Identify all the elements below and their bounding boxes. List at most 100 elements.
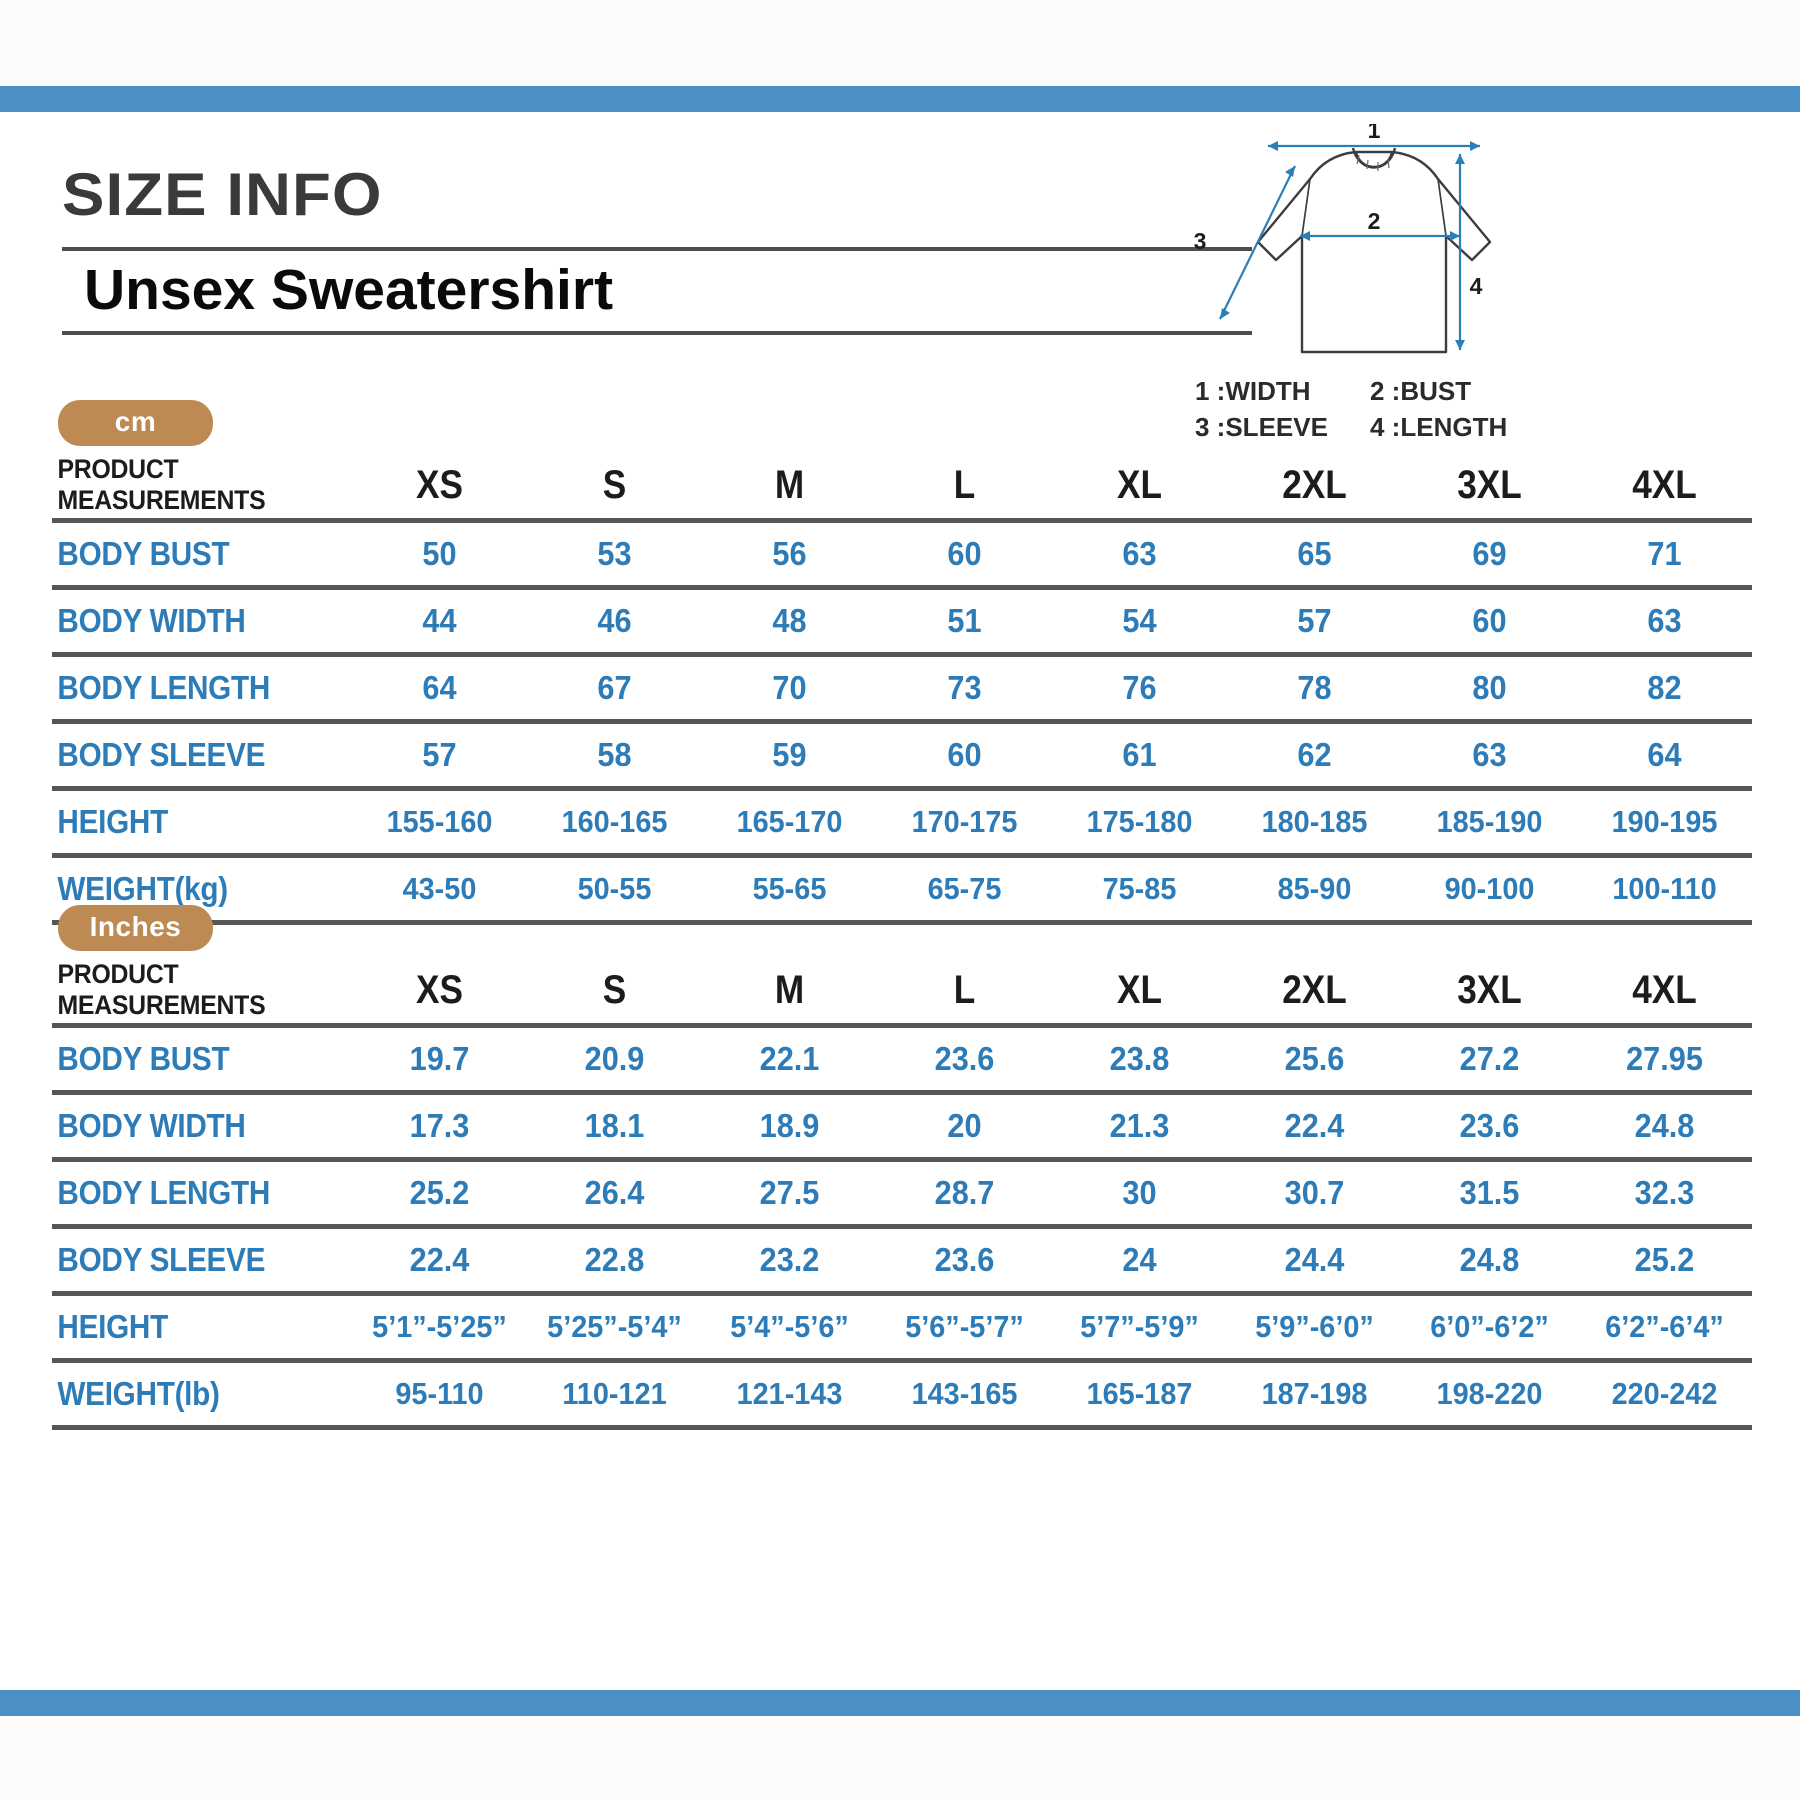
- diagram-legend: 1 :WIDTH 2 :BUST 3 :SLEEVE 4 :LENGTH: [1195, 374, 1615, 446]
- row-label-body-width: BODY WIDTH: [52, 587, 322, 657]
- cell-sleeve-2xl: 62: [1233, 721, 1396, 791]
- cell-width-s: 46: [533, 587, 696, 657]
- cell-width-2xl: 57: [1233, 587, 1396, 657]
- legend-width: 1 :WIDTH: [1195, 376, 1311, 406]
- cell-height-l: 170-175: [883, 788, 1046, 858]
- cell-sleeve-4xl: 64: [1583, 721, 1746, 791]
- cell-width-xl-in: 21.3: [1058, 1092, 1221, 1162]
- column-header-3xl-in: 3XL: [1412, 957, 1567, 1028]
- column-header-l-in: L: [887, 957, 1042, 1028]
- cell-bust-xs: 50: [358, 520, 521, 590]
- cell-sleeve-xs: 57: [358, 721, 521, 791]
- cell-length-2xl: 78: [1233, 654, 1396, 724]
- size-table-inches: PRODUCT MEASUREMENTS XS S M L XL 2XL 3XL…: [52, 957, 1752, 1430]
- cell-weight-2xl: 85-90: [1233, 855, 1396, 925]
- cell-height-2xl-in: 5’9”-6’0”: [1233, 1293, 1396, 1363]
- cell-width-4xl: 63: [1583, 587, 1746, 657]
- cell-bust-3xl-in: 27.2: [1408, 1025, 1571, 1095]
- cell-length-l-in: 28.7: [883, 1159, 1046, 1229]
- cell-sleeve-s: 58: [533, 721, 696, 791]
- cell-width-xl: 54: [1058, 587, 1221, 657]
- row-label-weight-lb: WEIGHT(lb): [52, 1360, 322, 1430]
- cell-height-2xl: 180-185: [1233, 788, 1396, 858]
- column-header-measurements-in: PRODUCT MEASUREMENTS: [52, 957, 328, 1028]
- cell-weight-m: 55-65: [708, 855, 871, 925]
- chart-canvas: SIZE INFO Unsex Sweatershirt: [0, 112, 1800, 1690]
- cell-length-xl: 76: [1058, 654, 1221, 724]
- row-label-body-length: BODY LENGTH: [52, 654, 322, 724]
- cell-height-4xl: 190-195: [1583, 788, 1746, 858]
- cell-length-l: 73: [883, 654, 1046, 724]
- column-header-l: L: [887, 452, 1042, 523]
- table-header-row: PRODUCT MEASUREMENTS XS S M L XL 2XL 3XL…: [52, 957, 1752, 1028]
- cell-width-3xl-in: 23.6: [1408, 1092, 1571, 1162]
- cell-bust-4xl: 71: [1583, 520, 1746, 590]
- cell-width-l: 51: [883, 587, 1046, 657]
- diagram-marker-3: 3: [1194, 228, 1207, 254]
- row-label-height: HEIGHT: [52, 788, 322, 858]
- cell-length-2xl-in: 30.7: [1233, 1159, 1396, 1229]
- cell-sleeve-2xl-in: 24.4: [1233, 1226, 1396, 1296]
- cell-width-3xl: 60: [1408, 587, 1571, 657]
- table-row: BODY WIDTH 44 46 48 51 54 57 60 63: [52, 587, 1752, 657]
- column-header-4xl: 4XL: [1587, 452, 1742, 523]
- column-header-xl: XL: [1062, 452, 1217, 523]
- top-accent-band: [0, 86, 1800, 112]
- cell-height-xs-in: 5’1”-5’25”: [358, 1293, 521, 1363]
- row-label-height-in: HEIGHT: [52, 1293, 322, 1363]
- cell-bust-l-in: 23.6: [883, 1025, 1046, 1095]
- cell-height-l-in: 5’6”-5’7”: [883, 1293, 1046, 1363]
- cell-height-m: 165-170: [708, 788, 871, 858]
- table-row: BODY BUST 50 53 56 60 63 65 69 71: [52, 520, 1752, 590]
- cell-sleeve-m-in: 23.2: [708, 1226, 871, 1296]
- cell-sleeve-s-in: 22.8: [533, 1226, 696, 1296]
- cell-bust-2xl-in: 25.6: [1233, 1025, 1396, 1095]
- heading-rule-bottom: [62, 331, 1252, 335]
- table-row: BODY LENGTH 25.2 26.4 27.5 28.7 30 30.7 …: [52, 1159, 1752, 1229]
- column-header-xl-in: XL: [1062, 957, 1217, 1028]
- cell-width-xs-in: 17.3: [358, 1092, 521, 1162]
- sweatshirt-svg: 1 2 3 4: [1194, 117, 1492, 354]
- table-row: HEIGHT 155-160 160-165 165-170 170-175 1…: [52, 788, 1752, 858]
- cell-bust-s: 53: [533, 520, 696, 590]
- table-row: BODY LENGTH 64 67 70 73 76 78 80 82: [52, 654, 1752, 724]
- cell-sleeve-4xl-in: 25.2: [1583, 1226, 1746, 1296]
- cell-weight-4xl: 100-110: [1583, 855, 1746, 925]
- cell-height-s: 160-165: [533, 788, 696, 858]
- cell-length-xs: 64: [358, 654, 521, 724]
- column-header-3xl: 3XL: [1412, 452, 1567, 523]
- cell-sleeve-xs-in: 22.4: [358, 1226, 521, 1296]
- cell-length-s-in: 26.4: [533, 1159, 696, 1229]
- table-row: WEIGHT(lb) 95-110 110-121 121-143 143-16…: [52, 1360, 1752, 1430]
- legend-row: 3 :SLEEVE 4 :LENGTH: [1195, 410, 1615, 446]
- diagram-marker-1: 1: [1368, 124, 1381, 143]
- table-row: BODY SLEEVE 57 58 59 60 61 62 63 64: [52, 721, 1752, 791]
- cell-width-m-in: 18.9: [708, 1092, 871, 1162]
- table-row: BODY WIDTH 17.3 18.1 18.9 20 21.3 22.4 2…: [52, 1092, 1752, 1162]
- cell-width-s-in: 18.1: [533, 1092, 696, 1162]
- cell-sleeve-l: 60: [883, 721, 1046, 791]
- diagram-marker-4: 4: [1470, 273, 1483, 299]
- row-label-body-sleeve: BODY SLEEVE: [52, 721, 322, 791]
- cell-bust-s-in: 20.9: [533, 1025, 696, 1095]
- column-header-s: S: [537, 452, 692, 523]
- cell-weight-xl-in: 165-187: [1058, 1360, 1221, 1430]
- cell-length-m-in: 27.5: [708, 1159, 871, 1229]
- cell-length-m: 70: [708, 654, 871, 724]
- cell-sleeve-xl: 61: [1058, 721, 1221, 791]
- cell-weight-l: 65-75: [883, 855, 1046, 925]
- cell-bust-xl: 63: [1058, 520, 1221, 590]
- size-table-cm: PRODUCT MEASUREMENTS XS S M L XL 2XL 3XL…: [52, 452, 1752, 925]
- cell-height-xl-in: 5’7”-5’9”: [1058, 1293, 1221, 1363]
- table-row: HEIGHT 5’1”-5’25” 5’25”-5’4” 5’4”-5’6” 5…: [52, 1293, 1752, 1363]
- legend-length: 4 :LENGTH: [1370, 411, 1508, 442]
- cell-sleeve-3xl: 63: [1408, 721, 1571, 791]
- cell-width-l-in: 20: [883, 1092, 1046, 1162]
- cell-sleeve-m: 59: [708, 721, 871, 791]
- cell-bust-xs-in: 19.7: [358, 1025, 521, 1095]
- cell-length-xs-in: 25.2: [358, 1159, 521, 1229]
- column-header-2xl: 2XL: [1237, 452, 1392, 523]
- diagram-marker-2: 2: [1368, 208, 1381, 234]
- heading-rule-top: [62, 247, 1252, 251]
- row-label-body-length-in: BODY LENGTH: [52, 1159, 322, 1229]
